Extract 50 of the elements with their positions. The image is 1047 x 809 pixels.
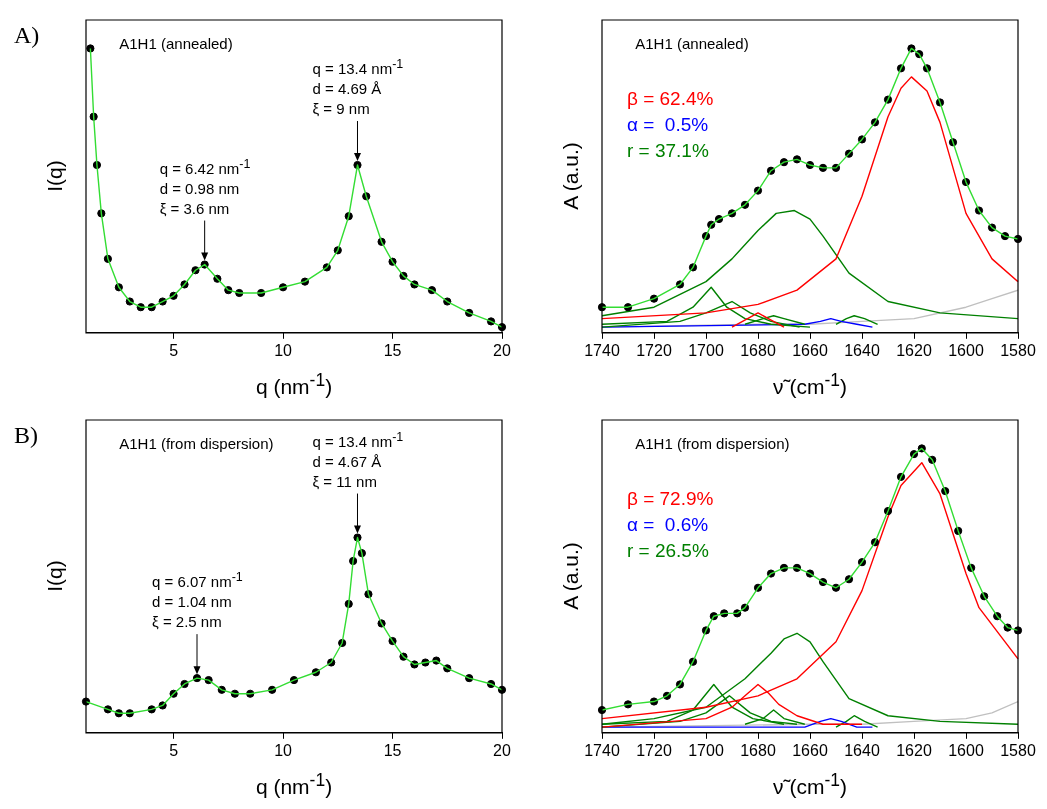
annotation: q = 13.4 nm$^{-1}$ d = 4.67 Å ξ = 11 nm bbox=[312, 428, 404, 492]
x-tick-label: 1720 bbox=[636, 741, 672, 759]
x-tick-label: 1640 bbox=[844, 341, 880, 359]
chart-title: B) bbox=[14, 421, 38, 450]
x-axis-title: q (nm$^{-1}$) bbox=[255, 769, 333, 800]
x-tick-label: 1600 bbox=[948, 341, 984, 359]
x-tick-label: 1740 bbox=[584, 741, 620, 759]
x-tick-label: 1640 bbox=[844, 741, 880, 759]
x-axis-title: q (nm$^{-1}$) bbox=[255, 369, 333, 400]
x-tick-label: 1740 bbox=[584, 341, 620, 359]
x-tick-label: 1680 bbox=[740, 341, 776, 359]
x-axis-title: ν̃ (cm$^{-1}$) bbox=[773, 769, 847, 800]
x-tick-label: 1620 bbox=[896, 741, 932, 759]
x-tick-label: 1700 bbox=[688, 341, 724, 359]
annotation: A1H1 (annealed) bbox=[119, 34, 233, 54]
annotation: q = 13.4 nm$^{-1}$ d = 4.69 Å ξ = 9 nm bbox=[312, 56, 404, 119]
y-axis-title: I(q) bbox=[41, 560, 67, 593]
annotation: A1H1 (from dispersion) bbox=[635, 434, 790, 454]
x-tick-label: 20 bbox=[493, 741, 511, 759]
x-tick-label: 10 bbox=[274, 741, 293, 759]
text: A1H1 (from dispersion) bbox=[119, 434, 274, 454]
text: β = 62.4% bbox=[626, 86, 714, 111]
y-axis-title: I(q) bbox=[41, 160, 67, 193]
x-tick-label: 1680 bbox=[740, 741, 776, 759]
x-tick-label: 1580 bbox=[1000, 341, 1036, 359]
x-tick-label: 1580 bbox=[1000, 741, 1036, 759]
x-tick-label: 15 bbox=[383, 341, 402, 359]
x-tick-label: 10 bbox=[274, 341, 293, 359]
annotation: q = 6.07 nm$^{-1}$ d = 1.04 nm ξ = 2.5 nm bbox=[152, 569, 243, 633]
chart-title: A) bbox=[14, 21, 40, 50]
text: β = 72.9% bbox=[626, 486, 714, 511]
x-tick-label: 1700 bbox=[688, 741, 724, 759]
x-axis-title: ν̃ (cm$^{-1}$) bbox=[773, 369, 847, 400]
x-tick-label: 1660 bbox=[792, 341, 828, 359]
text: α = 0.6% bbox=[626, 512, 709, 537]
text: r = 37.1% bbox=[626, 138, 709, 163]
x-tick-label: 5 bbox=[169, 741, 179, 759]
text: α = 0.5% bbox=[626, 112, 709, 137]
y-axis-title: A (a.u.) bbox=[557, 542, 583, 611]
x-tick-label: 15 bbox=[383, 741, 402, 759]
text: r = 26.5% bbox=[626, 538, 709, 563]
x-tick-label: 1720 bbox=[636, 341, 672, 359]
annotation: A1H1 (annealed) bbox=[635, 34, 749, 54]
x-tick-label: 1660 bbox=[792, 741, 828, 759]
x-tick-label: 1620 bbox=[896, 341, 932, 359]
annotation: q = 6.42 nm$^{-1}$ d = 0.98 nm ξ = 3.6 nm bbox=[159, 155, 251, 219]
x-tick-label: 20 bbox=[493, 341, 511, 359]
x-tick-label: 1600 bbox=[948, 741, 984, 759]
y-axis-title: A (a.u.) bbox=[557, 142, 583, 211]
x-tick-label: 5 bbox=[169, 341, 179, 359]
